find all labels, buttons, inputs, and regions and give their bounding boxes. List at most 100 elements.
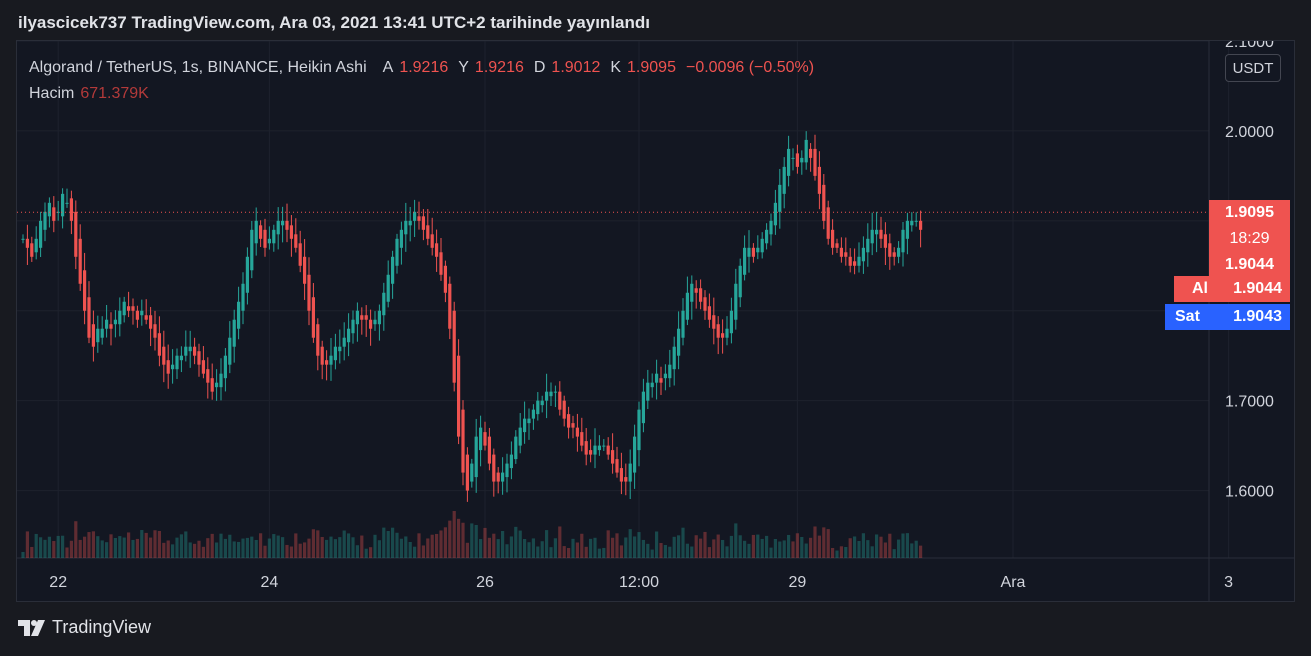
volume-bar bbox=[109, 534, 113, 558]
tradingview-logo-icon bbox=[18, 619, 45, 636]
candle-body bbox=[826, 207, 830, 239]
volume-bar bbox=[228, 534, 232, 558]
volume-bar bbox=[39, 537, 43, 558]
candle-body bbox=[848, 256, 852, 266]
volume-bar bbox=[197, 540, 201, 558]
candle-body bbox=[307, 274, 311, 311]
candle-body bbox=[61, 193, 65, 217]
volume-bar bbox=[276, 535, 280, 558]
volume-bar bbox=[487, 537, 491, 558]
candle-body bbox=[707, 306, 711, 320]
volume-bar bbox=[611, 537, 615, 558]
volume-bar bbox=[369, 547, 373, 558]
candle-body bbox=[655, 373, 659, 383]
volume-bar bbox=[800, 536, 804, 558]
candle-body bbox=[294, 234, 298, 248]
candle-body bbox=[606, 445, 610, 455]
volume-bar bbox=[325, 539, 329, 558]
volume-bar bbox=[118, 536, 122, 558]
symbol-label[interactable]: Algorand / TetherUS, 1s, BINANCE, Heikin… bbox=[29, 59, 367, 76]
volume-bar bbox=[712, 539, 716, 558]
volume-bar bbox=[628, 529, 632, 558]
price-tick-label: 2.1000 bbox=[1225, 41, 1274, 51]
open-value: 1.9216 bbox=[399, 59, 449, 76]
volume-bar bbox=[738, 535, 742, 558]
volume-bar bbox=[514, 526, 518, 558]
candle-body bbox=[369, 319, 373, 329]
volume-bar bbox=[646, 543, 650, 558]
volume-bar bbox=[659, 543, 663, 558]
candle-body bbox=[699, 288, 703, 302]
candle-body bbox=[479, 427, 483, 451]
candle-body bbox=[408, 220, 412, 226]
volume-bar bbox=[699, 538, 703, 558]
candle-body bbox=[747, 247, 751, 257]
volume-bar bbox=[34, 533, 38, 558]
time-tick-label: 12:00 bbox=[619, 574, 659, 591]
volume-bar bbox=[606, 530, 610, 558]
volume-bar bbox=[707, 547, 711, 558]
volume-bar bbox=[465, 542, 469, 558]
volume-bar bbox=[589, 538, 593, 558]
volume-bar bbox=[122, 537, 126, 558]
last-price-label: 1.9095 18:29 1.9044 bbox=[1209, 200, 1290, 278]
candle-body bbox=[597, 445, 601, 451]
volume-bar bbox=[813, 526, 817, 558]
volume-bar bbox=[333, 539, 337, 558]
candle-body bbox=[817, 166, 821, 194]
volume-bar bbox=[30, 546, 34, 558]
candle-body bbox=[641, 391, 645, 424]
currency-button[interactable]: USDT bbox=[1225, 54, 1281, 82]
volume-bar bbox=[206, 538, 210, 558]
volume-bar bbox=[580, 533, 584, 558]
candle-body bbox=[681, 310, 685, 338]
volume-bar bbox=[690, 546, 694, 558]
publication-header: ilyascicek737 TradingView.com, Ara 03, 2… bbox=[0, 0, 1311, 40]
volume-bar bbox=[769, 547, 773, 558]
candle-body bbox=[690, 283, 694, 302]
volume-bar bbox=[531, 538, 535, 558]
candle-body bbox=[549, 391, 553, 397]
ohlc-legend: Algorand / TetherUS, 1s, BINANCE, Heikin… bbox=[29, 59, 818, 77]
candle-body bbox=[289, 225, 293, 239]
candle-body bbox=[866, 238, 870, 253]
volume-bar bbox=[386, 530, 390, 558]
candle-body bbox=[663, 373, 667, 379]
volume-bar bbox=[879, 536, 883, 558]
candle-body bbox=[78, 238, 82, 284]
candle-body bbox=[870, 229, 874, 244]
candle-body bbox=[611, 450, 615, 464]
volume-bar bbox=[439, 530, 443, 558]
candle-body bbox=[800, 157, 804, 163]
volume-bar bbox=[201, 546, 205, 558]
candle-body bbox=[364, 315, 368, 320]
bid-price-label[interactable]: Sat 1.9043 bbox=[1165, 304, 1290, 330]
volume-bar bbox=[232, 541, 236, 558]
volume-bar bbox=[549, 547, 553, 558]
candle-body bbox=[835, 243, 839, 248]
candle-body bbox=[571, 423, 575, 428]
volume-value: 671.379K bbox=[80, 85, 149, 102]
volume-bar bbox=[391, 527, 395, 558]
candle-body bbox=[624, 477, 628, 482]
time-tick-label: Ara bbox=[1001, 574, 1026, 591]
volume-bar bbox=[360, 535, 364, 558]
ask-price-label[interactable]: Al 1.9044 bbox=[1174, 276, 1290, 302]
candle-body bbox=[382, 292, 386, 316]
volume-bar bbox=[250, 536, 254, 558]
candle-body bbox=[43, 211, 47, 230]
candle-body bbox=[135, 310, 139, 320]
candle-body bbox=[633, 436, 637, 473]
volume-bar bbox=[184, 531, 188, 558]
candle-body bbox=[743, 247, 747, 275]
volume-bar bbox=[131, 539, 135, 558]
candle-body bbox=[131, 306, 135, 311]
candle-body bbox=[558, 391, 562, 410]
candlestick-chart[interactable]: 2.1000 2.0000 1.7000 1.6000 22 24 26 12:00 29 Ara… bbox=[17, 41, 1295, 602]
high-label: Y bbox=[458, 59, 469, 76]
volume-bar bbox=[193, 543, 197, 558]
chart-pane[interactable]: 2.1000 2.0000 1.7000 1.6000 22 24 26 12:00 29 Ara… bbox=[16, 40, 1295, 602]
candle-body bbox=[100, 328, 104, 338]
candle-body bbox=[901, 229, 905, 253]
candle-body bbox=[56, 211, 60, 213]
